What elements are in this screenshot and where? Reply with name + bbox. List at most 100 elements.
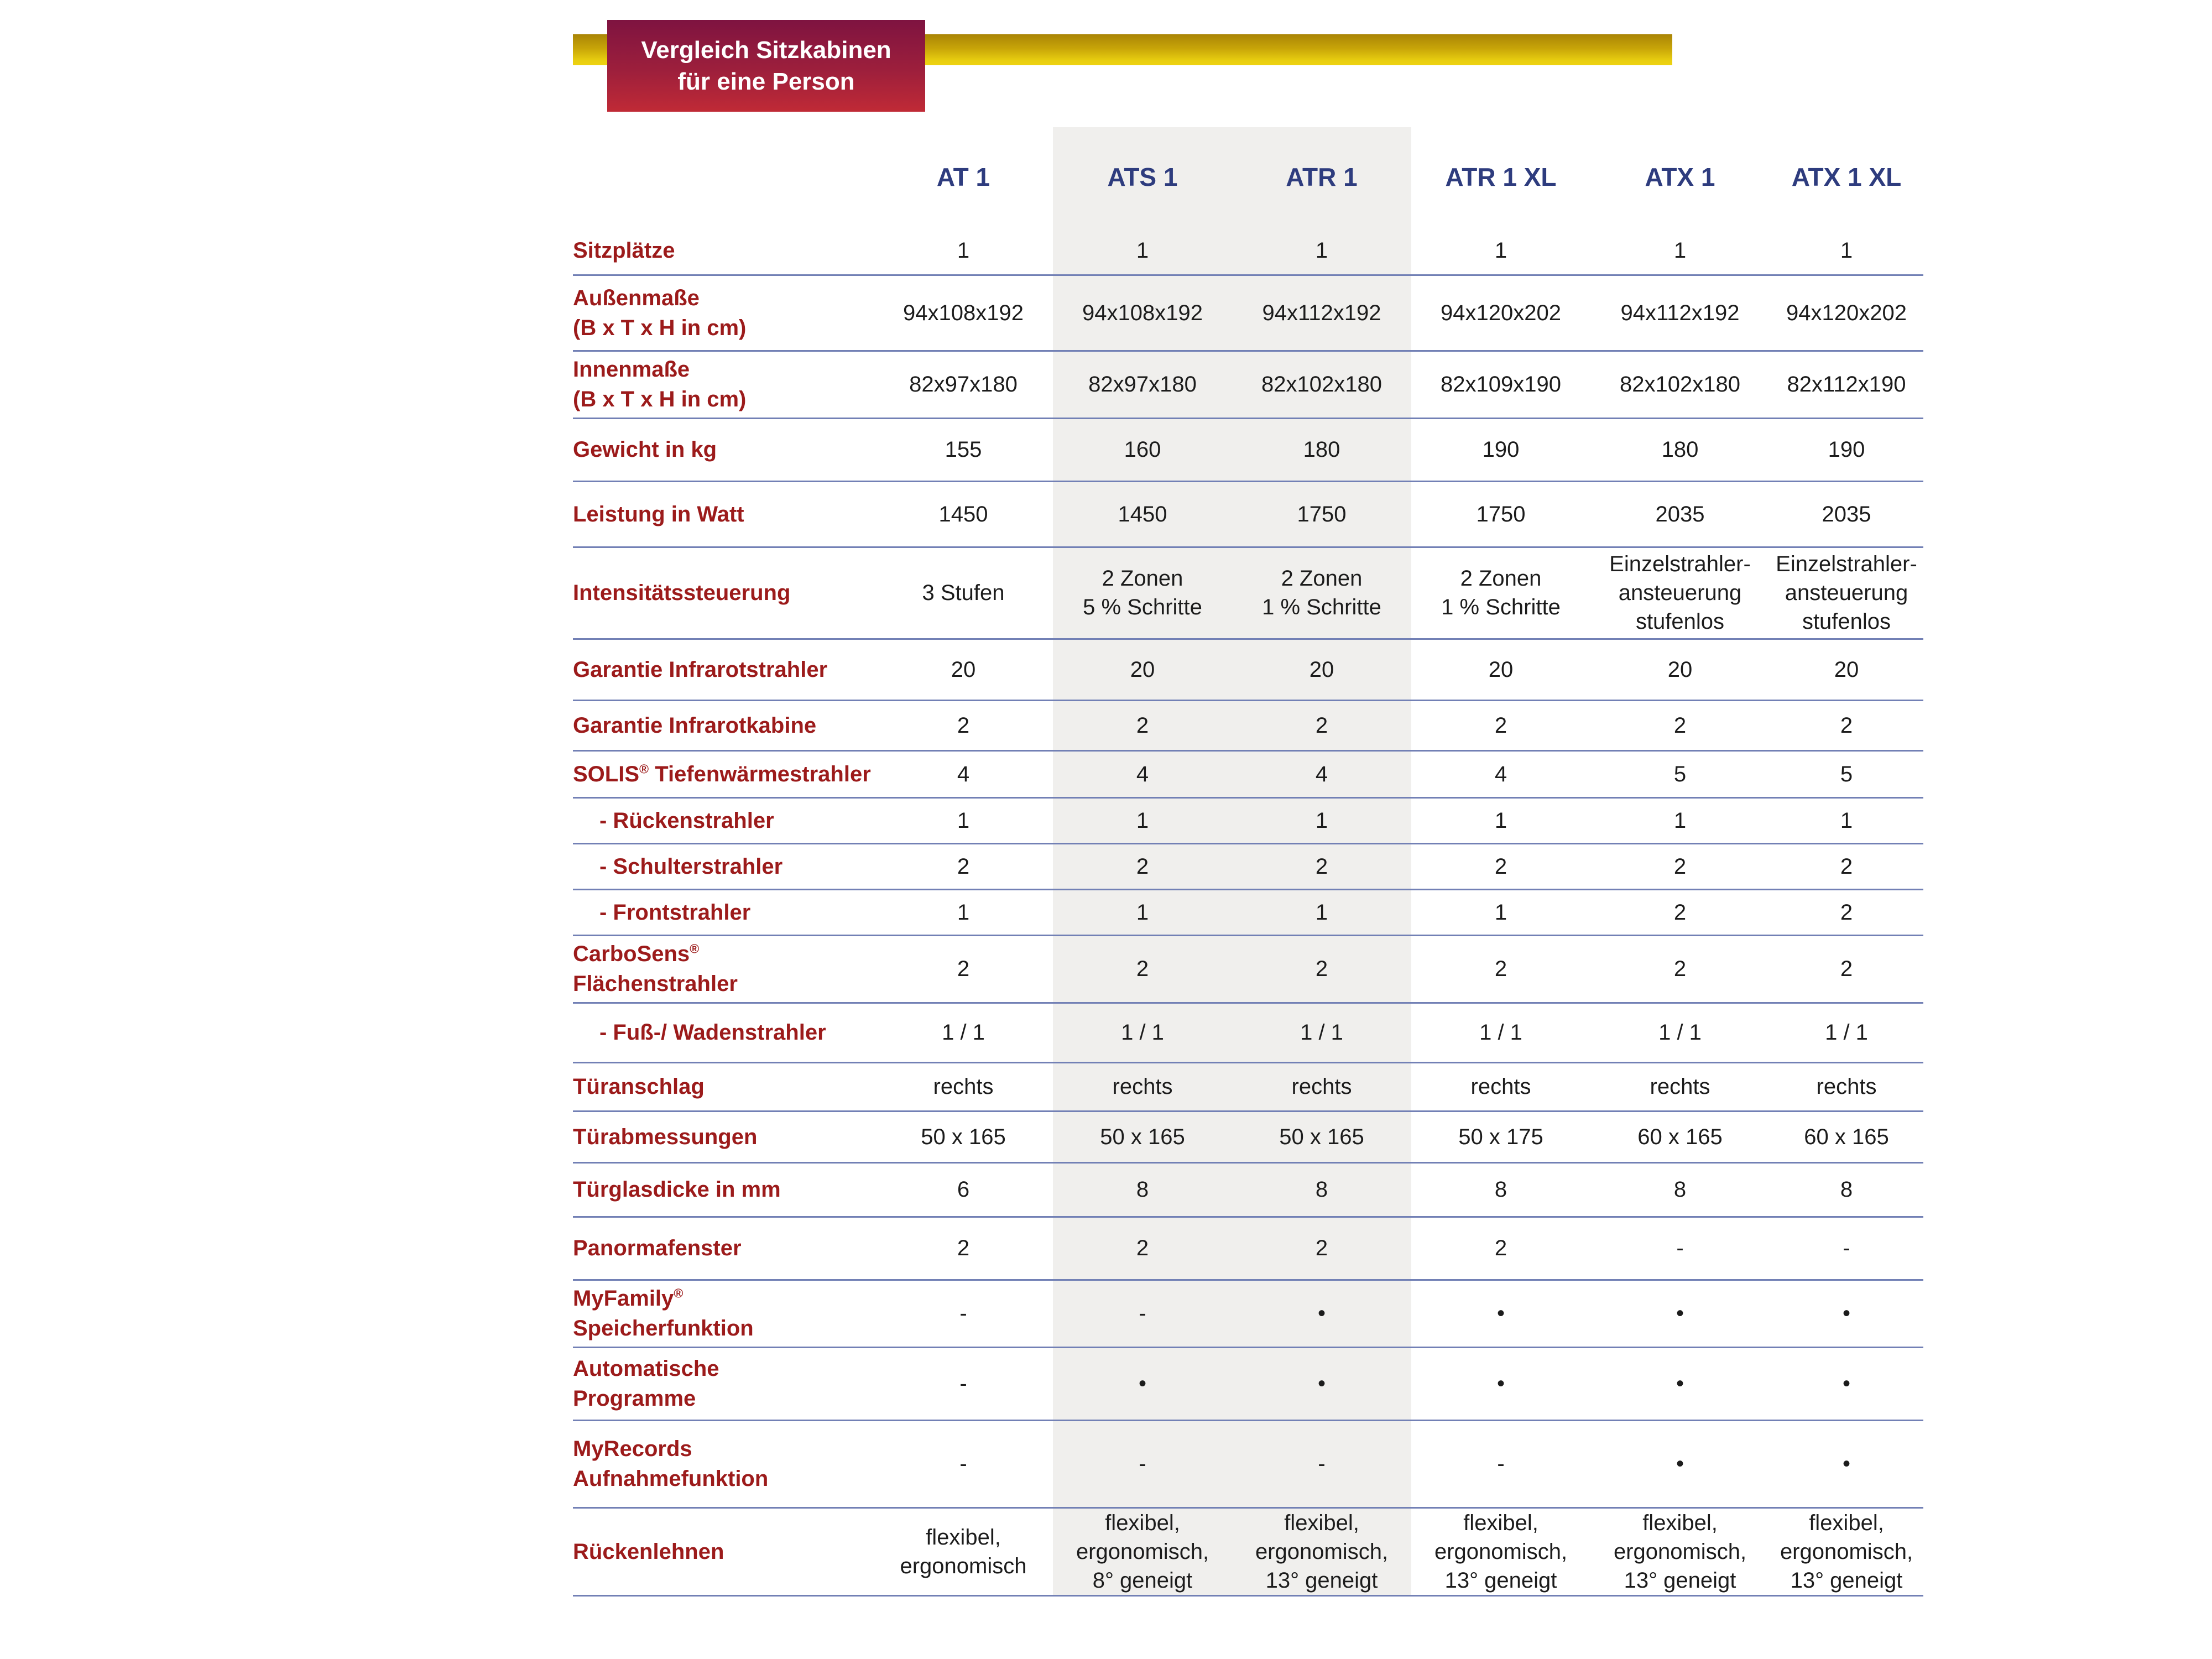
cell-value: 1 bbox=[874, 227, 1053, 276]
row-label: Sitzplätze bbox=[573, 227, 874, 276]
cell-value: 8 bbox=[1590, 1162, 1770, 1218]
cell-value: 1 bbox=[1590, 227, 1770, 276]
cell-value: 3 Stufen bbox=[874, 547, 1053, 640]
cell-value: 1 bbox=[1770, 227, 1923, 276]
header-spacer bbox=[573, 127, 874, 227]
row-label: MyFamily® Speicherfunktion bbox=[573, 1280, 874, 1348]
cell-value: 1 / 1 bbox=[1232, 1003, 1411, 1063]
table-row: Außenmaße (B x T x H in cm) 94x108x192 9… bbox=[573, 275, 1923, 352]
cell-value: 1 / 1 bbox=[1590, 1003, 1770, 1063]
cell-value: 4 bbox=[874, 750, 1053, 799]
cell-value: 1 bbox=[1411, 227, 1590, 276]
table-row: Türanschlag rechts rechts rechts rechts … bbox=[573, 1062, 1923, 1112]
cell-value: 1 / 1 bbox=[874, 1003, 1053, 1063]
cell-value: Einzelstrahler- ansteuerung stufenlos bbox=[1770, 547, 1923, 640]
cell-value: 2 Zonen 5 % Schritte bbox=[1053, 547, 1232, 640]
cell-value: 2 bbox=[1770, 935, 1923, 1004]
header-row: AT 1 ATS 1 ATR 1 ATR 1 XL ATX 1 ATX 1 XL bbox=[573, 127, 1923, 227]
cell-value: rechts bbox=[1232, 1062, 1411, 1112]
cell-value: 4 bbox=[1232, 750, 1411, 799]
table-row: CarboSens® Flächenstrahler 2 2 2 2 2 2 bbox=[573, 935, 1923, 1004]
cell-value: flexibel, ergonomisch, 8° geneigt bbox=[1053, 1507, 1232, 1597]
cell-value: • bbox=[1590, 1420, 1770, 1509]
cell-value: 180 bbox=[1590, 418, 1770, 482]
cell-value: 2 bbox=[1770, 700, 1923, 752]
cell-value: 94x120x202 bbox=[1770, 275, 1923, 352]
cell-value: 2 Zonen 1 % Schritte bbox=[1232, 547, 1411, 640]
cell-value: 2 bbox=[1590, 700, 1770, 752]
cell-value: 50 x 175 bbox=[1411, 1111, 1590, 1164]
table-row: Türabmessungen 50 x 165 50 x 165 50 x 16… bbox=[573, 1111, 1923, 1164]
cell-value: 4 bbox=[1411, 750, 1590, 799]
cell-value: • bbox=[1232, 1280, 1411, 1348]
cell-value: 2 bbox=[1232, 700, 1411, 752]
column-header-at1: AT 1 bbox=[936, 163, 990, 191]
cell-value: 180 bbox=[1232, 418, 1411, 482]
cell-value: 1 bbox=[1053, 227, 1232, 276]
cell-value: 82x97x180 bbox=[1053, 351, 1232, 419]
cell-value: 5 bbox=[1770, 750, 1923, 799]
cell-value: 1750 bbox=[1411, 481, 1590, 548]
cell-value: 8 bbox=[1411, 1162, 1590, 1218]
cell-value: 2 bbox=[1411, 935, 1590, 1004]
table-row: Garantie Infrarotstrahler 20 20 20 20 20… bbox=[573, 639, 1923, 701]
cell-value: flexibel, ergonomisch, 13° geneigt bbox=[1770, 1507, 1923, 1597]
cell-value: 2 bbox=[1232, 935, 1411, 1004]
cell-value: 1450 bbox=[874, 481, 1053, 548]
table-row: Garantie Infrarotkabine 2 2 2 2 2 2 bbox=[573, 700, 1923, 752]
cell-value: 1 bbox=[1232, 797, 1411, 844]
row-label: Außenmaße (B x T x H in cm) bbox=[573, 275, 874, 352]
row-label: - Rückenstrahler bbox=[573, 797, 874, 844]
cell-value: 20 bbox=[1411, 639, 1590, 701]
cell-value: 20 bbox=[1053, 639, 1232, 701]
cell-value: 50 x 165 bbox=[1053, 1111, 1232, 1164]
table-row: - Schulterstrahler 2 2 2 2 2 2 bbox=[573, 843, 1923, 890]
row-label: Türabmessungen bbox=[573, 1111, 874, 1164]
cell-value: 94x112x192 bbox=[1232, 275, 1411, 352]
cell-value: flexibel, ergonomisch, 13° geneigt bbox=[1411, 1507, 1590, 1597]
row-label: Garantie Infrarotstrahler bbox=[573, 639, 874, 701]
cell-value: - bbox=[1232, 1420, 1411, 1509]
column-header-ats1: ATS 1 bbox=[1053, 127, 1232, 227]
cell-value: 8 bbox=[1053, 1162, 1232, 1218]
table-row: - Frontstrahler 1 1 1 1 2 2 bbox=[573, 889, 1923, 936]
table-row: Intensitätssteuerung 3 Stufen 2 Zonen 5 … bbox=[573, 547, 1923, 640]
row-label: - Fuß-/ Wadenstrahler bbox=[573, 1003, 874, 1063]
cell-value: - bbox=[1411, 1420, 1590, 1509]
table-row: Panormafenster 2 2 2 2 - - bbox=[573, 1217, 1923, 1281]
cell-value: 94x108x192 bbox=[874, 275, 1053, 352]
cell-value: 2 bbox=[1053, 935, 1232, 1004]
cell-value: 20 bbox=[1770, 639, 1923, 701]
column-header-atx1xl: ATX 1 XL bbox=[1791, 163, 1902, 191]
table-row: - Rückenstrahler 1 1 1 1 1 1 bbox=[573, 797, 1923, 844]
table-row: Sitzplätze 1 1 1 1 1 1 bbox=[573, 227, 1923, 276]
cell-value: 6 bbox=[874, 1162, 1053, 1218]
cell-value: 94x112x192 bbox=[1590, 275, 1770, 352]
cell-value: 82x97x180 bbox=[874, 351, 1053, 419]
row-label: Panormafenster bbox=[573, 1217, 874, 1281]
cell-value: - bbox=[1053, 1420, 1232, 1509]
cell-value: 2 bbox=[1053, 1217, 1232, 1281]
cell-value: 82x102x180 bbox=[1232, 351, 1411, 419]
row-label: - Frontstrahler bbox=[573, 889, 874, 936]
cell-value: 20 bbox=[1590, 639, 1770, 701]
cell-value: 1 bbox=[1411, 889, 1590, 936]
cell-value: • bbox=[1770, 1347, 1923, 1421]
column-header-atr1: ATR 1 bbox=[1232, 127, 1411, 227]
cell-value: • bbox=[1770, 1280, 1923, 1348]
cell-value: 160 bbox=[1053, 418, 1232, 482]
row-label: CarboSens® Flächenstrahler bbox=[573, 935, 874, 1004]
cell-value: • bbox=[1232, 1347, 1411, 1421]
cell-value: 2 bbox=[1053, 700, 1232, 752]
cell-value: 2 bbox=[1770, 889, 1923, 936]
cell-value: 82x102x180 bbox=[1590, 351, 1770, 419]
cell-value: rechts bbox=[1770, 1062, 1923, 1112]
table-row: Automatische Programme - • • • • • bbox=[573, 1347, 1923, 1421]
cell-value: 190 bbox=[1770, 418, 1923, 482]
cell-value: 1 bbox=[1053, 889, 1232, 936]
cell-value: flexibel, ergonomisch, 13° geneigt bbox=[1232, 1507, 1411, 1597]
cell-value: 8 bbox=[1770, 1162, 1923, 1218]
cell-value: 50 x 165 bbox=[1232, 1111, 1411, 1164]
table-row: - Fuß-/ Wadenstrahler 1 / 1 1 / 1 1 / 1 … bbox=[573, 1003, 1923, 1063]
